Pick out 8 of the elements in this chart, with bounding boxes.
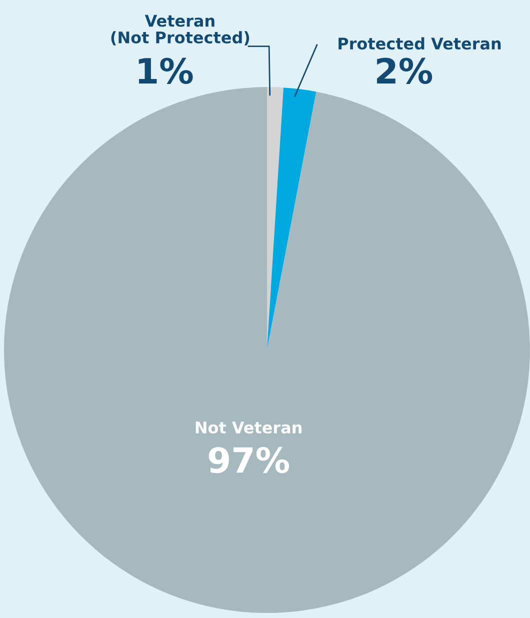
slice-label: Protected Veteran (338, 37, 501, 50)
pie-slice (266, 88, 316, 350)
slice-label: Not Veteran (196, 422, 302, 434)
data-label: 2% (376, 58, 432, 84)
data-label: 97% (208, 446, 290, 474)
data-label: 1% (138, 58, 193, 84)
slice-label: Veteran (Not Protected) (111, 14, 250, 46)
pie-slice (4, 87, 530, 614)
